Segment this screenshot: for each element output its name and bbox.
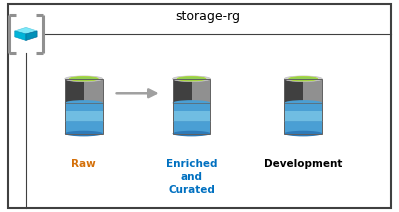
- Bar: [172, 111, 210, 121]
- Ellipse shape: [65, 100, 103, 106]
- Ellipse shape: [284, 131, 322, 136]
- Bar: [284, 111, 322, 121]
- Ellipse shape: [69, 77, 98, 81]
- Bar: [172, 103, 210, 134]
- Ellipse shape: [284, 100, 322, 106]
- Bar: [172, 79, 210, 134]
- Text: Enriched
and
Curated: Enriched and Curated: [166, 159, 217, 195]
- Text: Raw: Raw: [71, 159, 96, 169]
- Polygon shape: [15, 31, 26, 40]
- Bar: [172, 79, 192, 103]
- Text: Development: Development: [264, 159, 342, 169]
- Ellipse shape: [65, 131, 103, 136]
- Bar: [84, 79, 103, 103]
- Bar: [65, 111, 103, 121]
- Polygon shape: [26, 31, 37, 40]
- Bar: [65, 79, 84, 103]
- Bar: [192, 79, 210, 103]
- Bar: [65, 103, 103, 134]
- Ellipse shape: [289, 77, 318, 81]
- Bar: [284, 79, 322, 134]
- Bar: [284, 79, 303, 103]
- Ellipse shape: [284, 76, 322, 82]
- Ellipse shape: [172, 76, 210, 82]
- Bar: [303, 79, 322, 103]
- Bar: [65, 79, 103, 134]
- Ellipse shape: [172, 131, 210, 136]
- Ellipse shape: [172, 100, 210, 106]
- Ellipse shape: [177, 77, 206, 81]
- Text: storage-rg: storage-rg: [175, 10, 240, 22]
- Polygon shape: [15, 27, 37, 34]
- Bar: [284, 103, 322, 134]
- Ellipse shape: [65, 76, 103, 82]
